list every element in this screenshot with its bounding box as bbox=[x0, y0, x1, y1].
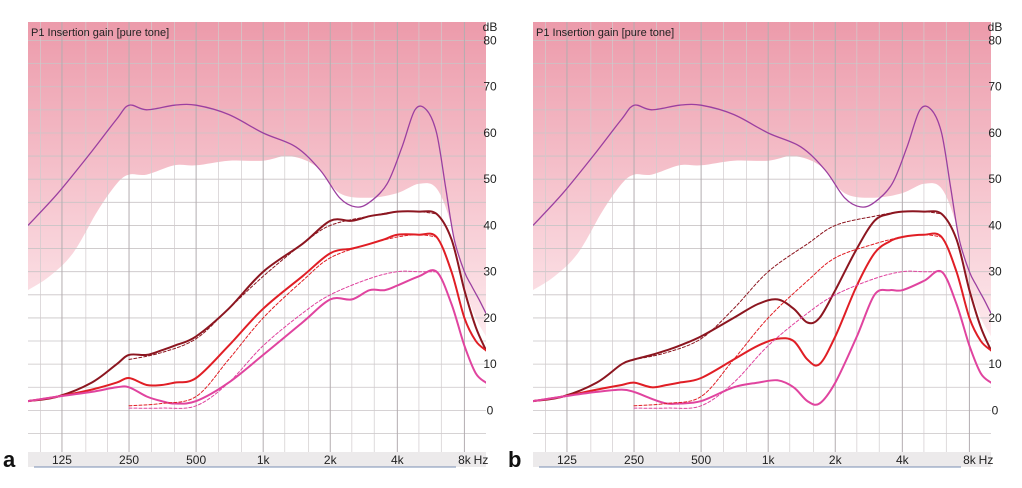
y-tick-label: 80 bbox=[483, 33, 497, 47]
target-curve-medium bbox=[128, 234, 438, 407]
gain-curve-medium bbox=[28, 232, 486, 403]
y-axis-unit: dB bbox=[988, 20, 1003, 34]
frequency-axis-band bbox=[533, 452, 991, 467]
y-tick-label: 20 bbox=[988, 311, 1002, 325]
y-tick-label: 20 bbox=[483, 311, 497, 325]
max-gain-line bbox=[533, 103, 991, 314]
chart-title: P1 Insertion gain [pure tone] bbox=[31, 27, 169, 39]
x-tick-label: 1k bbox=[257, 453, 271, 467]
plot-area bbox=[533, 22, 991, 452]
y-axis-unit: dB bbox=[483, 20, 498, 34]
chart-title: P1 Insertion gain [pure tone] bbox=[536, 27, 674, 39]
x-tick-label: 500 bbox=[186, 453, 206, 467]
x-tick-label: 250 bbox=[624, 453, 644, 467]
x-tick-label: 8k bbox=[963, 453, 977, 467]
target-curve-medium bbox=[633, 234, 943, 407]
x-axis-unit: Hz bbox=[979, 453, 994, 467]
grid bbox=[28, 22, 486, 452]
panel-letter: a bbox=[3, 447, 16, 472]
plot-area bbox=[28, 22, 486, 452]
y-tick-label: 70 bbox=[988, 80, 1002, 94]
max-gain-line bbox=[28, 103, 486, 314]
y-tick-label: 80 bbox=[988, 33, 1002, 47]
y-tick-label: 60 bbox=[988, 126, 1002, 140]
y-tick-label: 60 bbox=[483, 126, 497, 140]
y-tick-label: 0 bbox=[487, 403, 494, 417]
y-tick-label: 70 bbox=[483, 80, 497, 94]
y-tick-label: 40 bbox=[988, 218, 1002, 232]
x-axis-unit: Hz bbox=[474, 453, 489, 467]
x-tick-label: 125 bbox=[557, 453, 577, 467]
x-tick-label: 1k bbox=[762, 453, 776, 467]
y-tick-label: 50 bbox=[988, 172, 1002, 186]
y-tick-label: 0 bbox=[992, 403, 999, 417]
y-tick-label: 10 bbox=[988, 357, 1002, 371]
target-curve-soft bbox=[633, 270, 943, 409]
x-tick-label: 4k bbox=[896, 453, 910, 467]
y-tick-label: 40 bbox=[483, 218, 497, 232]
gain-curve-soft bbox=[28, 269, 486, 405]
x-tick-label: 500 bbox=[691, 453, 711, 467]
panel-letter: b bbox=[508, 447, 521, 472]
feedback-limit-region bbox=[28, 22, 486, 337]
gain-curve-medium bbox=[533, 232, 991, 403]
feedback-limit-region bbox=[533, 22, 991, 337]
x-tick-label: 4k bbox=[391, 453, 405, 467]
target-curve-loud bbox=[128, 210, 438, 360]
frequency-axis-band bbox=[28, 452, 486, 467]
y-tick-label: 30 bbox=[988, 265, 1002, 279]
y-tick-label: 10 bbox=[483, 357, 497, 371]
x-tick-label: 2k bbox=[324, 453, 338, 467]
x-tick-label: 2k bbox=[829, 453, 843, 467]
grid bbox=[533, 22, 991, 452]
y-tick-label: 50 bbox=[483, 172, 497, 186]
target-curve-loud bbox=[633, 210, 943, 360]
y-tick-label: 30 bbox=[483, 265, 497, 279]
x-tick-label: 8k bbox=[458, 453, 472, 467]
x-tick-label: 250 bbox=[119, 453, 139, 467]
gain-curve-soft bbox=[533, 269, 991, 406]
target-curve-soft bbox=[128, 270, 438, 409]
x-tick-label: 125 bbox=[52, 453, 72, 467]
